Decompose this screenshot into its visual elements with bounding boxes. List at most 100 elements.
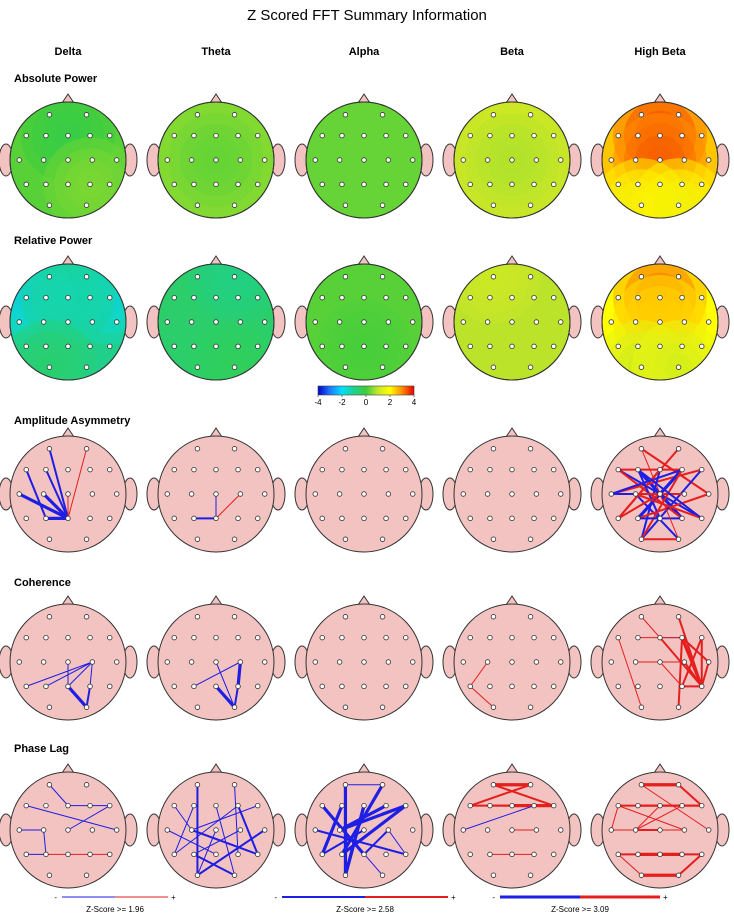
electrode-o1 [342, 704, 349, 710]
row-coherence: Coherence [0, 577, 730, 721]
electrode-f4 [235, 466, 241, 473]
electrode-o2 [379, 704, 386, 710]
electrode-pz [509, 851, 515, 858]
electrode-fp1 [490, 112, 497, 118]
electrode-t4 [558, 827, 564, 833]
electrode-fp2 [527, 614, 534, 620]
electrode-f8 [551, 294, 557, 301]
head-coherence-alpha [294, 595, 434, 721]
connection-c3-p3 [43, 829, 47, 855]
electrode-t5 [23, 683, 29, 690]
electrode-p3 [43, 515, 49, 522]
electrode-f8 [403, 294, 409, 301]
electrode-f8 [551, 802, 557, 809]
electrode-pz [213, 343, 219, 350]
scalp-outline [305, 101, 423, 219]
electrode-cz [657, 827, 663, 833]
electrode-f4 [87, 634, 93, 641]
electrode-fz [657, 132, 663, 139]
electrode-f8 [699, 466, 705, 473]
scalp-outline [157, 263, 275, 381]
electrode-fz [509, 466, 515, 473]
electrode-fz [361, 466, 367, 473]
electrode-cz [361, 491, 367, 497]
electrode-t6 [551, 343, 557, 350]
electrode-fp2 [675, 274, 682, 280]
electrode-p3 [487, 683, 493, 690]
electrode-cz [509, 659, 515, 665]
electrode-t3 [312, 157, 318, 163]
electrode-f3 [635, 294, 641, 301]
connection-fp2-f8 [677, 783, 703, 807]
electrode-p4 [679, 515, 685, 522]
connection-lines [18, 784, 118, 855]
electrode-o1 [490, 536, 497, 542]
head-relative-power-alpha [294, 255, 434, 381]
electrode-t5 [467, 343, 473, 350]
electrode-o2 [675, 364, 682, 370]
electrode-fp1 [342, 782, 349, 788]
electrode-t4 [706, 319, 712, 325]
electrode-cz [361, 659, 367, 665]
electrode-fz [361, 802, 367, 809]
band-header-high-beta: High Beta [634, 46, 686, 58]
electrode-t5 [319, 683, 325, 690]
electrode-p4 [383, 343, 389, 350]
electrode-fp1 [194, 112, 201, 118]
electrode-cz [65, 659, 71, 665]
head-amplitude-asymmetry-beta [442, 427, 582, 553]
electrode-fz [213, 294, 219, 301]
head-relative-power-beta [442, 255, 582, 381]
electrode-p3 [191, 683, 197, 690]
legend-label: Z-Score >= 2.58 [336, 905, 394, 914]
electrode-f4 [531, 294, 537, 301]
electrode-pz [361, 343, 367, 350]
electrode-t3 [312, 319, 318, 325]
electrode-p3 [339, 683, 345, 690]
electrode-t3 [164, 659, 170, 665]
connection-lines [166, 783, 266, 877]
colorbar-tick-label: 0 [364, 398, 369, 407]
connection-c4-p4 [89, 661, 93, 687]
zscore-legend: - + Z-Score >= 1.96 - + Z-Score >= 2.58 - + Z-Sc… [54, 893, 668, 914]
electrode-o2 [379, 536, 386, 542]
scalp-outline [305, 263, 423, 381]
electrode-f8 [107, 294, 113, 301]
head-coherence-delta [0, 595, 138, 721]
legend-item-3: - + Z-Score >= 3.09 [492, 893, 668, 914]
electrode-c4 [681, 827, 688, 833]
electrode-t4 [410, 157, 416, 163]
electrode-fp2 [231, 446, 238, 452]
connection-lines [193, 660, 242, 709]
electrode-cz [65, 157, 71, 163]
electrode-f8 [255, 132, 261, 139]
electrode-c3 [188, 491, 195, 497]
electrode-f8 [107, 132, 113, 139]
electrode-f3 [487, 634, 493, 641]
electrode-fp2 [231, 614, 238, 620]
electrode-c4 [237, 659, 244, 665]
electrode-p4 [679, 683, 685, 690]
electrode-c3 [188, 827, 195, 833]
electrode-o1 [490, 364, 497, 370]
electrode-p4 [383, 181, 389, 188]
electrode-p4 [235, 343, 241, 350]
electrode-c3 [40, 659, 47, 665]
row-label-relative-power: Relative Power [14, 235, 93, 247]
electrode-t5 [171, 851, 177, 858]
electrode-f8 [551, 634, 557, 641]
electrode-c4 [237, 827, 244, 833]
electrode-f7 [171, 294, 177, 301]
electrode-f7 [171, 802, 177, 809]
connection-fp1-pz [48, 447, 69, 520]
connection-cz-o1 [196, 829, 217, 876]
electrode-o2 [83, 704, 90, 710]
electrode-f3 [339, 132, 345, 139]
electrode-pz [213, 181, 219, 188]
electrode-t5 [171, 181, 177, 188]
head-phase-lag-alpha [294, 763, 434, 889]
electrode-f3 [43, 132, 49, 139]
electrode-p4 [383, 851, 389, 858]
electrode-f8 [551, 466, 557, 473]
electrode-cz [509, 491, 515, 497]
